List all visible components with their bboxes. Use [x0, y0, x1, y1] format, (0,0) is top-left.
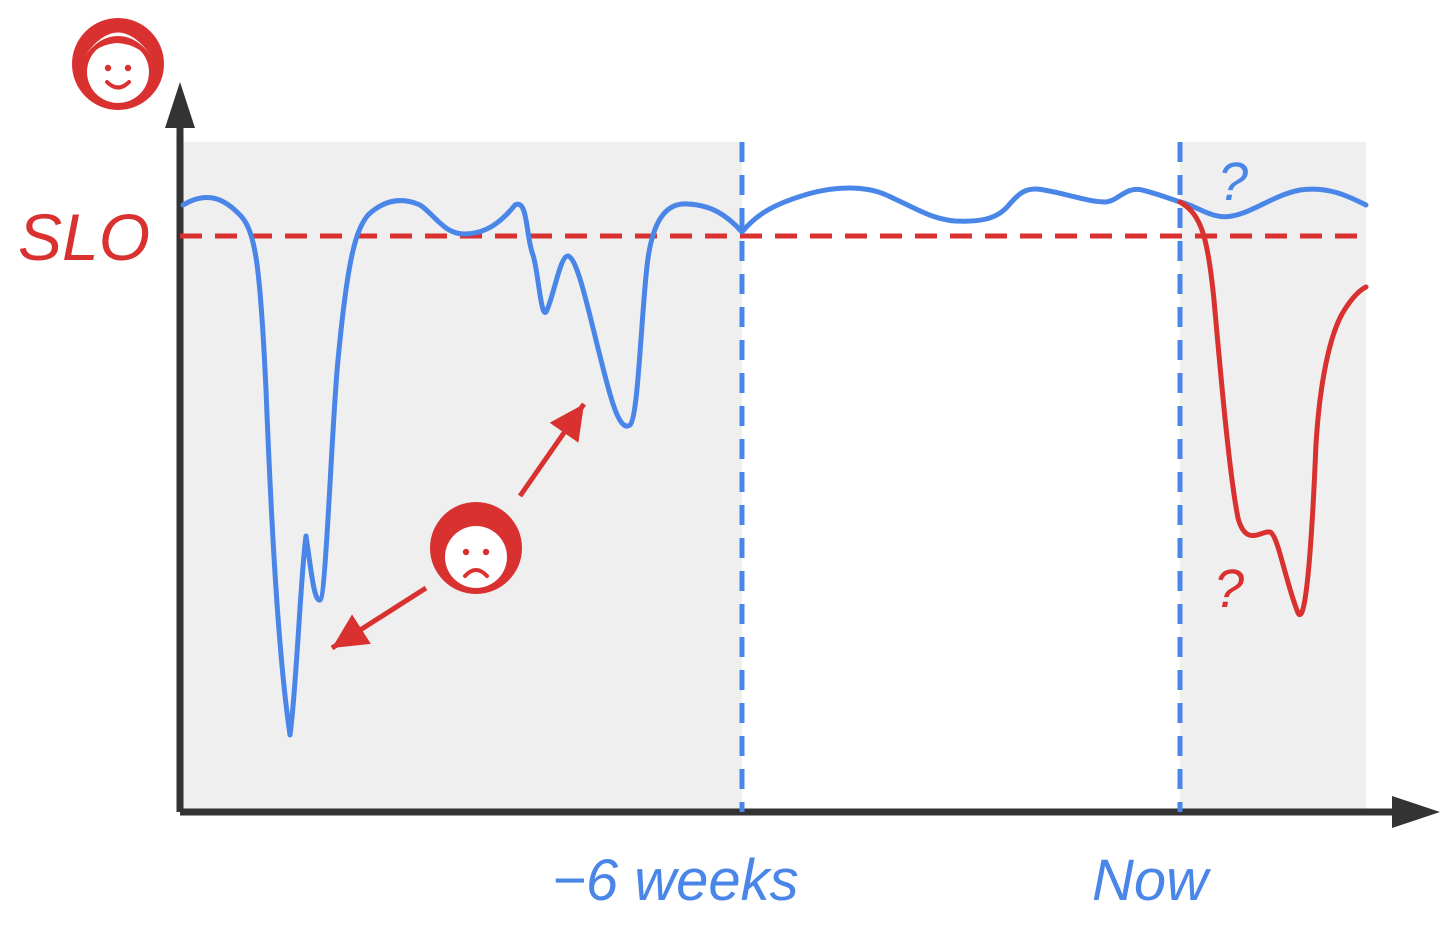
sad-face-icon [430, 502, 522, 594]
red-question-mark: ? [1214, 559, 1244, 619]
slo-label: SLO [18, 200, 150, 274]
past-shaded-region [180, 142, 742, 812]
now-label: Now [1092, 848, 1211, 913]
blue-metric-line [180, 185, 1369, 738]
y-axis-arrowhead [165, 82, 195, 128]
six-weeks-label: −6 weeks [552, 848, 799, 913]
red-forecast-line [1177, 199, 1369, 618]
sad-face-arrow-right [517, 402, 587, 498]
sad-face-arrow-left [330, 585, 428, 651]
happy-face-icon [72, 18, 164, 110]
x-axis-arrowhead [1392, 796, 1440, 828]
blue-question-mark: ? [1218, 152, 1248, 212]
future-shaded-region [1180, 142, 1366, 812]
